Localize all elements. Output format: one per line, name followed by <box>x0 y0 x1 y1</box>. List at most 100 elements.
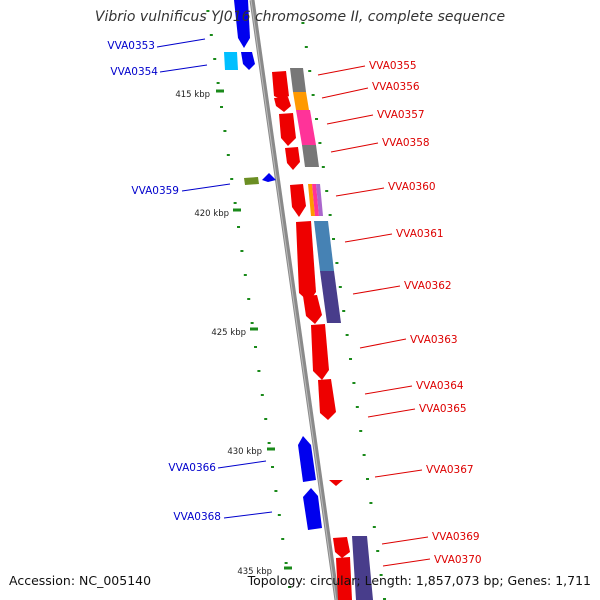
track-dot-left <box>226 154 230 156</box>
cog-multi-1 <box>308 184 315 216</box>
track-dot-right <box>304 46 308 48</box>
gene-label-vva0362[interactable]: VVA0362 <box>404 280 452 292</box>
track-dot-left <box>257 370 261 372</box>
gene-vva0359[interactable] <box>262 173 276 182</box>
gene-vva0369[interactable] <box>333 537 350 558</box>
gene-vva0364[interactable] <box>318 379 336 420</box>
track-dot-left <box>281 538 285 540</box>
gene-label-vva0364[interactable]: VVA0364 <box>416 380 464 392</box>
gene-label-vva0368[interactable]: VVA0368 <box>173 511 221 523</box>
track-dot-right <box>315 118 319 120</box>
track-dot-left <box>264 418 268 420</box>
cog-pink <box>296 110 316 145</box>
cog-orange <box>293 92 309 110</box>
track-dot-left <box>288 586 292 588</box>
gene-vva0370[interactable] <box>336 557 352 600</box>
track-dot-left <box>271 466 275 468</box>
gene-vva0353b[interactable] <box>241 52 255 70</box>
track-dot-left <box>209 34 213 36</box>
track-dot-right <box>372 526 376 528</box>
track-dot-right <box>342 310 346 312</box>
leader-lines-right <box>317 65 431 567</box>
topology-summary: Topology: circular; Length: 1,857,073 bp… <box>247 573 591 588</box>
track-dot-right <box>318 142 322 144</box>
track-dot-right <box>379 574 383 576</box>
track-dot-left <box>254 346 258 348</box>
track-dot-right <box>376 550 380 552</box>
gene-label-vva0367[interactable]: VVA0367 <box>426 464 474 476</box>
gene-label-vva0353[interactable]: VVA0353 <box>107 40 155 52</box>
tick-label-430: 430 kbp <box>227 447 262 457</box>
cog-track <box>290 68 373 600</box>
track-dot-left <box>216 82 220 84</box>
track-dot-right <box>366 478 370 480</box>
track-dot-left <box>206 10 210 12</box>
reverse-genes <box>272 71 352 600</box>
cog-gray-2 <box>302 145 319 167</box>
cog-multi-3 <box>316 184 323 216</box>
accession-text: Accession: NC_005140 <box>9 573 152 588</box>
tick-marks <box>216 89 292 570</box>
tick-label-420: 420 kbp <box>194 209 229 219</box>
gene-vva0362[interactable] <box>303 295 322 324</box>
track-dot-left <box>220 106 224 108</box>
track-dot-left <box>223 130 227 132</box>
forward-genes <box>224 0 322 530</box>
gene-label-vva0361[interactable]: VVA0361 <box>396 228 444 240</box>
gene-vva0361[interactable] <box>296 221 316 302</box>
track-dot-left <box>274 490 278 492</box>
dotted-track <box>206 10 387 600</box>
gene-vva0367[interactable] <box>329 480 343 486</box>
gene-label-vva0354[interactable]: VVA0354 <box>110 66 158 78</box>
gene-label-vva0358[interactable]: VVA0358 <box>382 137 430 149</box>
chromosome-backbone-highlight <box>250 0 337 600</box>
track-dot-right <box>383 598 387 600</box>
track-dot-left <box>284 562 288 564</box>
leader-lines-left <box>156 38 273 519</box>
gene-label-vva0359[interactable]: VVA0359 <box>131 185 179 197</box>
cog-slate-2 <box>352 536 373 600</box>
track-dot-right <box>369 502 373 504</box>
gene-label-vva0363[interactable]: VVA0363 <box>410 334 458 346</box>
gene-vva0360[interactable] <box>290 184 306 217</box>
gene-label-vva0360[interactable]: VVA0360 <box>388 181 436 193</box>
gene-vva0359-cog[interactable] <box>244 177 259 185</box>
track-dot-right <box>359 430 363 432</box>
track-dot-left <box>267 442 271 444</box>
track-dot-right <box>301 22 305 24</box>
gene-label-vva0357[interactable]: VVA0357 <box>377 109 425 121</box>
cog-slate-1 <box>320 271 341 323</box>
gene-vva0355[interactable] <box>272 71 289 100</box>
gene-label-vva0366[interactable]: VVA0366 <box>168 462 216 474</box>
track-dot-left <box>237 226 241 228</box>
gene-vva0358[interactable] <box>285 147 300 170</box>
track-dot-right <box>349 358 353 360</box>
gene-vva0363[interactable] <box>311 324 329 380</box>
gene-label-vva0370[interactable]: VVA0370 <box>434 554 482 566</box>
track-dot-right <box>321 166 325 168</box>
track-dot-left <box>230 178 234 180</box>
gene-vva0354[interactable] <box>224 52 238 70</box>
map-title: Vibrio vulnificus YJ016 chromosome II, c… <box>94 9 506 25</box>
track-dot-left <box>260 394 264 396</box>
gene-label-vva0365[interactable]: VVA0365 <box>419 403 467 415</box>
track-dot-left <box>250 322 254 324</box>
gene-vva0357[interactable] <box>279 113 296 146</box>
tick-label-425: 425 kbp <box>211 328 246 338</box>
track-dot-right <box>311 94 315 96</box>
gene-label-vva0369[interactable]: VVA0369 <box>432 531 480 543</box>
gene-vva0366[interactable] <box>298 436 316 482</box>
gene-label-vva0356[interactable]: VVA0356 <box>372 81 420 93</box>
track-dot-left <box>240 250 244 252</box>
gene-vva0353[interactable] <box>234 0 250 48</box>
track-dot-right <box>355 406 359 408</box>
cog-gray-1 <box>290 68 306 92</box>
track-dot-right <box>338 286 342 288</box>
cog-steelblue <box>314 221 334 271</box>
gene-label-vva0355[interactable]: VVA0355 <box>369 60 417 72</box>
track-dot-right <box>362 454 366 456</box>
gene-vva0356[interactable] <box>274 97 291 112</box>
gene-vva0368[interactable] <box>303 488 322 530</box>
cog-multi-2 <box>312 184 319 216</box>
